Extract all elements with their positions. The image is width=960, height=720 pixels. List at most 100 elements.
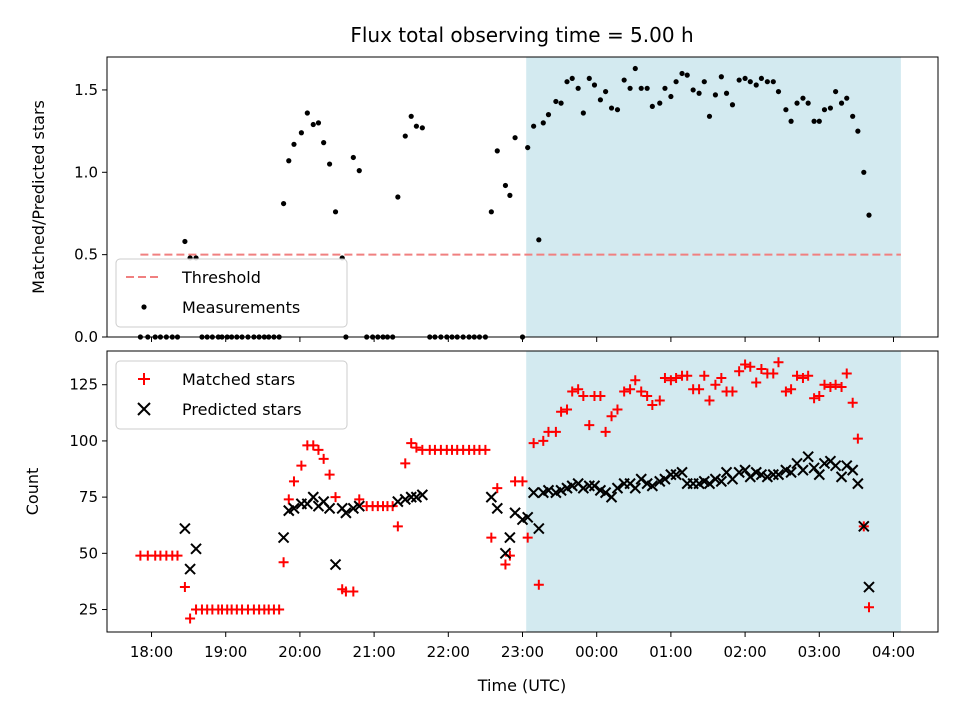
predicted-star-point bbox=[802, 450, 814, 463]
matched-star-point bbox=[803, 370, 814, 381]
y-tick-label: 25 bbox=[79, 601, 98, 619]
measurement-point bbox=[712, 92, 719, 98]
legend-box bbox=[115, 258, 348, 328]
measurement-point bbox=[816, 118, 822, 124]
observing-region bbox=[526, 57, 901, 337]
legend-marker-predicted bbox=[137, 402, 151, 416]
measurement-point bbox=[747, 79, 753, 85]
matched-star-point bbox=[710, 379, 721, 390]
matched-star-point bbox=[533, 579, 544, 590]
matched-star-point bbox=[671, 372, 682, 383]
predicted-star-point bbox=[277, 531, 290, 544]
measurement-point bbox=[304, 110, 310, 116]
series-predicted-stars bbox=[179, 450, 875, 593]
matched-star-point bbox=[600, 426, 611, 437]
matched-star-point bbox=[636, 386, 647, 397]
measurement-point bbox=[614, 107, 621, 113]
predicted-star-point bbox=[813, 468, 825, 481]
x-tick-label: 02:00 bbox=[723, 643, 766, 661]
measurement-point bbox=[603, 88, 609, 95]
matched-star-point bbox=[809, 393, 820, 404]
matched-star-point bbox=[836, 381, 847, 392]
measurement-point bbox=[679, 70, 685, 77]
measurement-point bbox=[861, 169, 867, 175]
measurement-point bbox=[621, 77, 627, 83]
y-tick-label: 1.5 bbox=[74, 81, 98, 99]
measurement-point bbox=[580, 110, 586, 116]
matched-star-point bbox=[745, 361, 756, 372]
measurement-point bbox=[525, 144, 531, 151]
predicted-star-point bbox=[755, 468, 768, 481]
measurement-point bbox=[597, 97, 604, 103]
matched-star-point bbox=[665, 375, 676, 386]
matched-star-point bbox=[354, 494, 365, 505]
measurement-point bbox=[531, 123, 537, 129]
measurement-point bbox=[356, 168, 362, 174]
matched-star-point bbox=[185, 613, 196, 624]
predicted-star-point bbox=[797, 464, 809, 476]
matched-star-point bbox=[595, 390, 606, 401]
matched-star-point bbox=[318, 453, 329, 464]
legend: Matched stars Predicted stars bbox=[115, 360, 348, 430]
matched-star-point bbox=[313, 444, 324, 455]
matched-star-point bbox=[619, 386, 630, 397]
measurement-point bbox=[701, 79, 707, 85]
x-tick-label: 01:00 bbox=[649, 643, 692, 661]
predicted-star-point bbox=[846, 464, 859, 476]
legend-label: Predicted stars bbox=[182, 400, 302, 419]
matched-star-point bbox=[283, 494, 294, 505]
matched-star-point bbox=[556, 406, 567, 417]
x-tick-label: 20:00 bbox=[278, 643, 321, 661]
y-tick-label: 75 bbox=[79, 488, 98, 506]
top-panel: 0.0 0.5 1.0 1.5 Matched/Predicted stars Thres… bbox=[29, 56, 939, 346]
predicted-star-point bbox=[818, 457, 831, 470]
predicted-star-point bbox=[410, 491, 423, 503]
measurement-point bbox=[657, 100, 663, 106]
legend-label: Threshold bbox=[181, 268, 261, 287]
matched-star-point bbox=[486, 532, 497, 543]
matched-star-point bbox=[573, 384, 584, 395]
measurement-point bbox=[507, 192, 513, 198]
matched-star-point bbox=[308, 440, 319, 451]
measurement-point bbox=[564, 79, 570, 85]
measurement-point bbox=[632, 65, 638, 72]
measurement-point bbox=[668, 93, 674, 100]
matched-star-point bbox=[500, 559, 511, 570]
predicted-star-point bbox=[504, 531, 516, 544]
measurement-point bbox=[540, 120, 546, 126]
matched-star-point bbox=[682, 370, 693, 381]
measurement-point bbox=[662, 85, 668, 91]
legend-marker-measurements bbox=[141, 304, 147, 310]
predicted-star-point bbox=[670, 468, 682, 481]
matched-star-point bbox=[348, 586, 359, 597]
matched-star-point bbox=[550, 426, 561, 437]
measurement-point bbox=[310, 121, 316, 128]
matched-star-point bbox=[734, 366, 745, 377]
measurement-point bbox=[833, 88, 839, 95]
matched-star-point bbox=[768, 368, 779, 379]
matched-star-point bbox=[538, 435, 549, 446]
predicted-star-point bbox=[416, 489, 429, 501]
matched-star-point bbox=[517, 476, 528, 487]
matched-star-point bbox=[786, 384, 797, 395]
y-axis-label: Count bbox=[23, 468, 42, 516]
matched-star-point bbox=[654, 395, 665, 406]
predicted-star-point bbox=[858, 520, 870, 533]
predicted-star-point bbox=[588, 480, 601, 492]
measurement-point bbox=[805, 100, 811, 106]
matched-star-point bbox=[792, 370, 803, 381]
y-tick-label: 50 bbox=[79, 544, 98, 562]
matched-star-point bbox=[296, 460, 307, 471]
legend: Threshold Measurements bbox=[115, 258, 348, 328]
predicted-star-point bbox=[863, 581, 875, 593]
matched-star-point bbox=[480, 444, 491, 455]
measurement-point bbox=[770, 79, 776, 85]
measurement-point bbox=[690, 87, 696, 93]
x-tick-label: 00:00 bbox=[575, 643, 618, 661]
predicted-star-point bbox=[542, 484, 555, 497]
matched-star-point bbox=[578, 390, 589, 401]
matched-star-point bbox=[492, 483, 503, 494]
matched-star-point bbox=[612, 404, 623, 415]
measurement-point bbox=[788, 118, 794, 124]
